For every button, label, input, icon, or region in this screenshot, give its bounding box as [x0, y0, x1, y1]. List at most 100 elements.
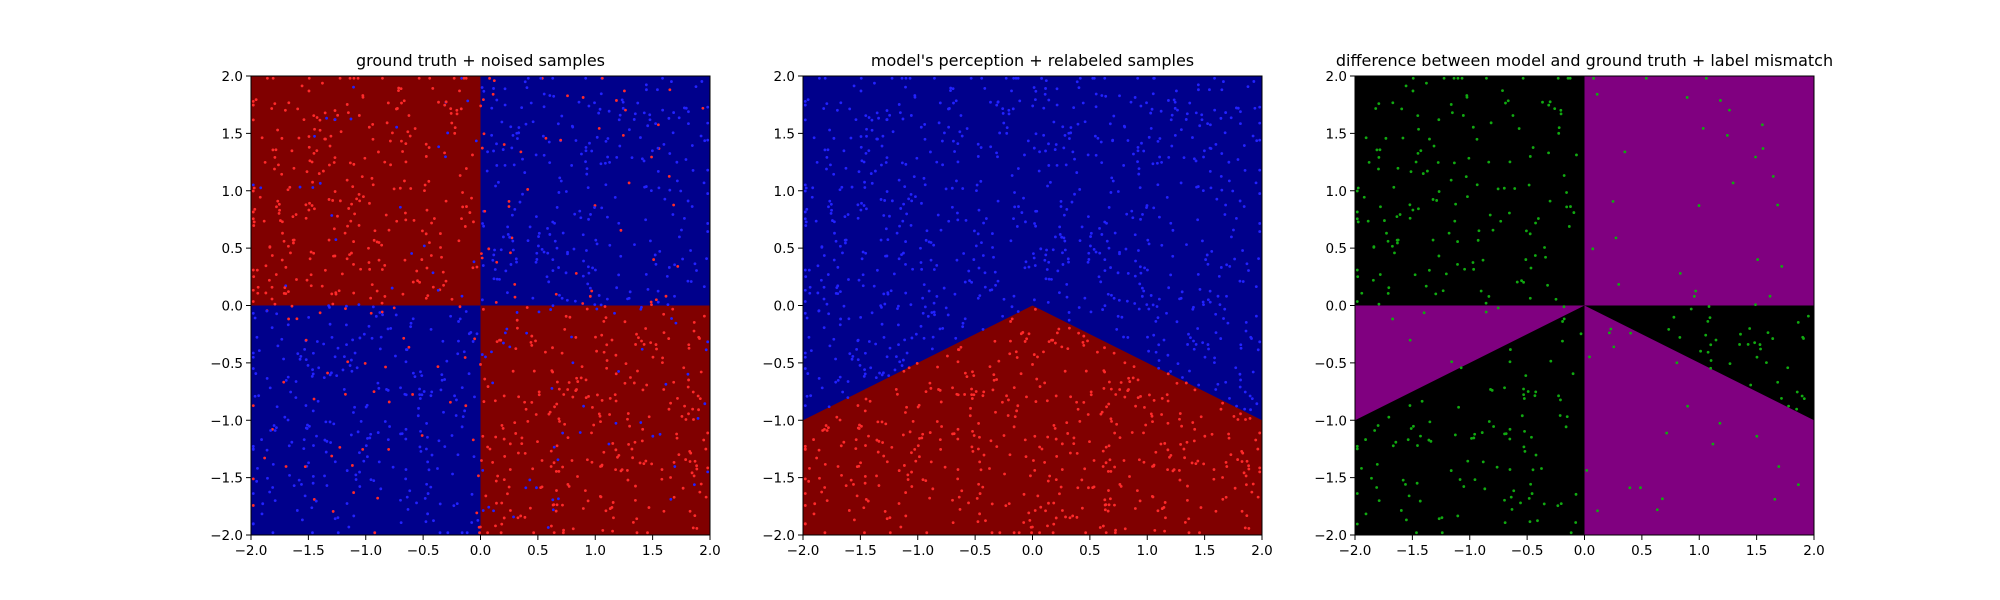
data-point: [1623, 150, 1627, 154]
y-tick-label: 1.5: [1326, 126, 1347, 142]
data-point: [472, 220, 475, 224]
data-point: [1061, 509, 1064, 512]
data-point: [804, 186, 808, 190]
data-point: [689, 249, 692, 252]
data-point: [1030, 531, 1033, 535]
data-point: [452, 504, 456, 508]
data-point: [1158, 137, 1162, 140]
data-point: [571, 527, 575, 531]
data-point: [286, 244, 290, 248]
data-point: [885, 517, 889, 521]
data-point: [996, 279, 1000, 283]
data-point: [449, 107, 453, 110]
data-point: [570, 335, 573, 339]
data-point: [1644, 76, 1648, 80]
data-point: [1404, 483, 1407, 486]
data-point: [880, 322, 884, 326]
background-bottom-right: [480, 305, 710, 535]
data-point: [1355, 300, 1359, 303]
data-point: [1508, 468, 1512, 471]
data-point: [1530, 435, 1533, 439]
data-point: [1753, 341, 1757, 345]
data-point: [661, 108, 665, 112]
data-point: [870, 118, 874, 122]
data-point: [542, 153, 546, 157]
data-point: [440, 255, 443, 259]
data-point: [1172, 98, 1176, 102]
data-point: [613, 196, 617, 199]
data-point: [1067, 326, 1071, 330]
data-point: [852, 84, 856, 88]
data-point: [1044, 87, 1047, 90]
data-point: [523, 515, 527, 519]
data-point: [513, 208, 517, 211]
data-point: [821, 429, 825, 432]
data-point: [854, 438, 858, 442]
data-point: [467, 332, 471, 336]
data-point: [1175, 89, 1178, 93]
data-point: [1639, 486, 1642, 490]
data-point: [295, 317, 299, 321]
data-point: [1524, 258, 1528, 261]
data-point: [924, 390, 928, 394]
data-point: [1208, 146, 1212, 150]
data-point: [1089, 231, 1093, 235]
data-point: [1223, 307, 1227, 311]
data-point: [1562, 174, 1566, 177]
data-point: [656, 300, 660, 304]
data-point: [251, 404, 255, 408]
data-point: [1086, 153, 1090, 157]
data-point: [297, 136, 301, 140]
data-point: [481, 468, 485, 472]
data-point: [471, 153, 474, 157]
data-point: [608, 243, 612, 247]
data-point: [458, 174, 462, 177]
data-point: [921, 311, 925, 315]
data-point: [288, 185, 292, 189]
data-point: [1208, 169, 1212, 173]
data-point: [1066, 432, 1070, 435]
data-point: [571, 361, 575, 365]
data-point: [964, 218, 968, 222]
y-tick-label: 1.0: [1326, 184, 1347, 200]
y-tick-label: −0.5: [1314, 356, 1347, 372]
data-point: [835, 108, 839, 112]
data-point: [882, 214, 886, 217]
data-point: [504, 269, 508, 273]
data-point: [936, 213, 940, 217]
data-point: [880, 163, 883, 167]
data-point: [335, 374, 339, 378]
data-point: [1706, 319, 1710, 323]
data-point: [329, 441, 332, 444]
data-point: [1534, 453, 1538, 457]
data-point: [345, 502, 349, 505]
data-point: [506, 492, 509, 496]
data-point: [478, 525, 482, 529]
data-point: [312, 151, 316, 155]
data-point: [1170, 113, 1174, 117]
data-point: [502, 437, 506, 441]
data-point: [480, 252, 483, 256]
data-point: [1137, 167, 1141, 171]
data-point: [909, 114, 913, 117]
data-point: [1481, 460, 1485, 464]
data-point: [494, 524, 497, 528]
data-point: [1145, 303, 1149, 307]
data-point: [333, 118, 337, 121]
data-point: [1591, 247, 1595, 251]
data-point: [1617, 282, 1621, 286]
data-point: [817, 448, 821, 452]
data-point: [698, 397, 702, 401]
data-point: [1105, 221, 1108, 225]
data-point: [1205, 253, 1209, 257]
data-point: [417, 406, 420, 410]
data-point: [1386, 292, 1390, 295]
data-point: [970, 445, 974, 449]
data-point: [618, 113, 622, 117]
data-point: [1377, 302, 1381, 306]
data-point: [1113, 531, 1117, 535]
data-point: [495, 142, 498, 146]
data-point: [842, 440, 846, 444]
data-point: [555, 444, 559, 448]
data-point: [916, 444, 920, 448]
